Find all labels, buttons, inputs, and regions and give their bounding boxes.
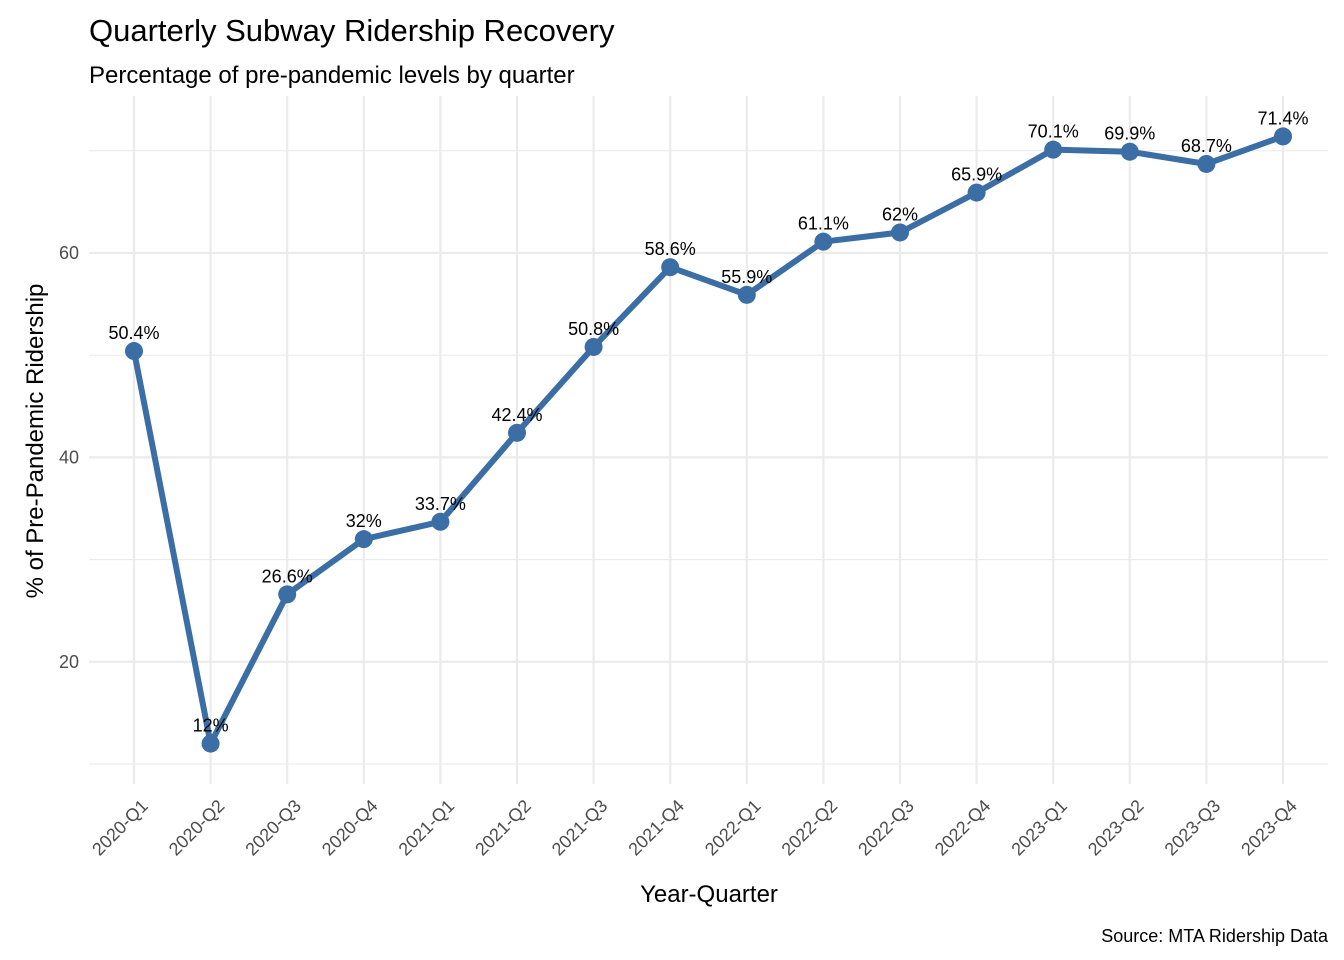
- chart-caption: Source: MTA Ridership Data: [1101, 926, 1329, 946]
- data-label: 58.6%: [645, 239, 696, 259]
- x-tick-label: 2021-Q4: [624, 796, 688, 860]
- data-point: [1120, 142, 1139, 161]
- data-point: [891, 223, 909, 242]
- data-point: [354, 530, 373, 549]
- data-point: [1044, 140, 1063, 159]
- data-label: 50.4%: [108, 323, 159, 343]
- y-tick-label: 60: [59, 243, 79, 263]
- data-label: 12%: [193, 716, 229, 736]
- data-point: [125, 342, 143, 361]
- data-label: 55.9%: [721, 267, 772, 287]
- data-point: [661, 258, 680, 277]
- data-point: [508, 423, 526, 442]
- series-ridership: [125, 127, 1292, 753]
- chart-subtitle: Percentage of pre-pandemic levels by qua…: [89, 62, 575, 89]
- x-axis-label: Year-Quarter: [640, 881, 778, 908]
- series-line: [131, 133, 1286, 747]
- y-tick-label: 40: [59, 447, 79, 467]
- data-label: 65.9%: [951, 165, 1002, 185]
- x-tick-label: 2022-Q1: [701, 796, 765, 860]
- data-point: [201, 734, 220, 753]
- y-axis-ticks: 20 40 60: [59, 243, 79, 672]
- data-point: [584, 337, 603, 356]
- y-tick-label: 20: [59, 652, 79, 672]
- x-tick-label: 2023-Q2: [1084, 796, 1148, 860]
- chart-title: Quarterly Subway Ridership Recovery: [89, 13, 615, 48]
- x-tick-label: 2021-Q1: [395, 796, 459, 860]
- x-tick-label: 2021-Q3: [548, 796, 612, 860]
- x-tick-label: 2020-Q3: [241, 796, 305, 860]
- data-label: 71.4%: [1257, 108, 1308, 128]
- data-label: 62%: [882, 204, 918, 224]
- grid: [89, 96, 1328, 784]
- data-point: [1274, 127, 1292, 146]
- data-label: 42.4%: [491, 405, 542, 425]
- x-tick-label: 2020-Q4: [318, 796, 382, 860]
- x-tick-label: 2022-Q3: [854, 796, 918, 860]
- data-label: 68.7%: [1181, 136, 1232, 156]
- data-point: [967, 183, 986, 202]
- data-point: [278, 585, 297, 604]
- data-label: 32%: [346, 511, 382, 531]
- x-tick-label: 2022-Q4: [931, 796, 995, 860]
- data-labels: 50.4% 12% 26.6% 32% 33.7% 42.4% 50.8% 58.6% 55.9…: [108, 108, 1308, 735]
- x-tick-label: 2023-Q4: [1237, 796, 1301, 860]
- data-point: [431, 512, 450, 531]
- data-label: 70.1%: [1028, 122, 1079, 142]
- x-tick-label: 2020-Q2: [165, 796, 229, 860]
- data-label: 69.9%: [1104, 124, 1155, 144]
- x-tick-label: 2023-Q3: [1161, 796, 1225, 860]
- data-point: [814, 232, 833, 251]
- data-label: 26.6%: [262, 566, 313, 586]
- data-point: [1197, 154, 1216, 173]
- data-label: 50.8%: [568, 319, 619, 339]
- data-point: [737, 285, 756, 304]
- data-label: 33.7%: [415, 494, 466, 514]
- x-tick-label: 2022-Q2: [778, 796, 842, 860]
- x-tick-label: 2021-Q2: [471, 796, 535, 860]
- x-axis-ticks: 2020-Q1 2020-Q2 2020-Q3 2020-Q4 2021-Q1 2021-…: [88, 796, 1301, 860]
- x-tick-label: 2023-Q1: [1007, 796, 1071, 860]
- x-tick-label: 2020-Q1: [88, 796, 152, 860]
- data-label: 61.1%: [798, 214, 849, 234]
- y-axis-label: % of Pre-Pandemic Ridership: [22, 284, 49, 599]
